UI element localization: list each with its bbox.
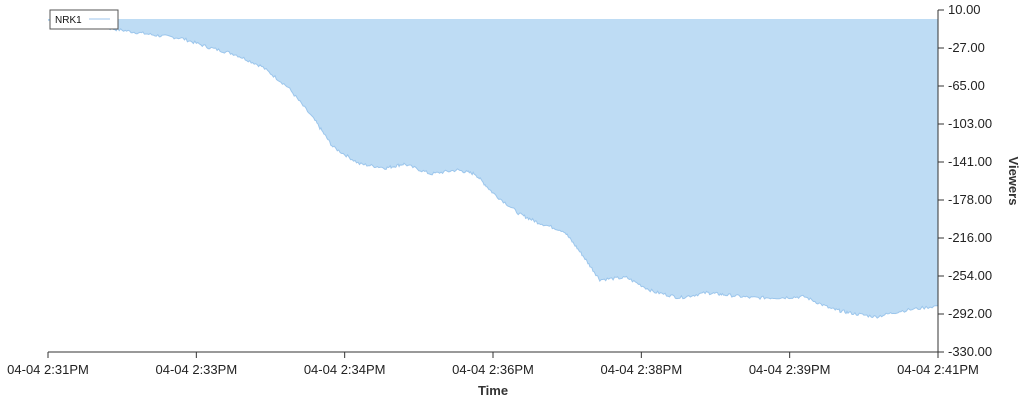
plot-area [48,18,939,319]
x-tick-label: 04-04 2:36PM [452,362,534,377]
y-tick-label: -103.00 [948,116,992,131]
x-tick-label: 04-04 2:33PM [155,362,237,377]
y-tick-label: -65.00 [948,78,985,93]
x-tick-label: 04-04 2:38PM [600,362,682,377]
x-tick-label: 04-04 2:41PM [897,362,979,377]
y-axis-title: Viewers [1006,157,1021,206]
legend-box [49,9,119,30]
y-tick-label: -141.00 [948,154,992,169]
y-tick-label: 10.00 [948,2,981,17]
series-area-nrk1 [48,19,938,319]
y-tick-label: -330.00 [948,344,992,359]
x-axis-title: Time [478,383,508,398]
x-axis-ticks: 04-04 2:31PM 04-04 2:33PM 04-04 2:34PM 04-0… [7,352,979,377]
x-tick-label: 04-04 2:31PM [7,362,89,377]
y-tick-label: -254.00 [948,268,992,283]
y-tick-label: -178.00 [948,192,992,207]
x-tick-label: 04-04 2:39PM [749,362,831,377]
x-tick-label: 04-04 2:34PM [304,362,386,377]
series-line-nrk1 [48,18,939,319]
y-tick-label: -292.00 [948,306,992,321]
legend-label-nrk1: NRK1 [55,15,82,26]
y-tick-label: -27.00 [948,40,985,55]
legend[interactable]: NRK1 [49,9,119,30]
y-axis-ticks: 10.00 -27.00 -65.00 -103.00 -141.00 -178.00 -2… [938,2,992,359]
y-tick-label: -216.00 [948,230,992,245]
